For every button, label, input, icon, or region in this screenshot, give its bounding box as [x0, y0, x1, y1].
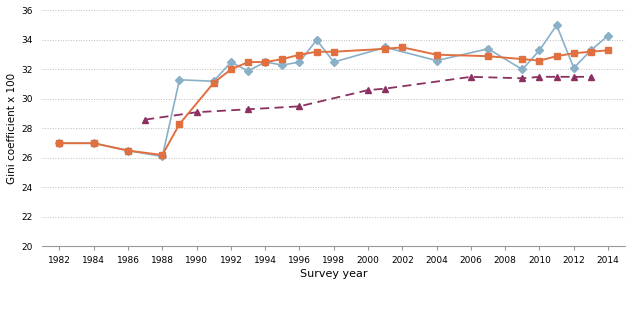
Y-axis label: Gini coefficient x 100: Gini coefficient x 100	[7, 73, 17, 184]
X-axis label: Survey year: Survey year	[300, 269, 368, 279]
